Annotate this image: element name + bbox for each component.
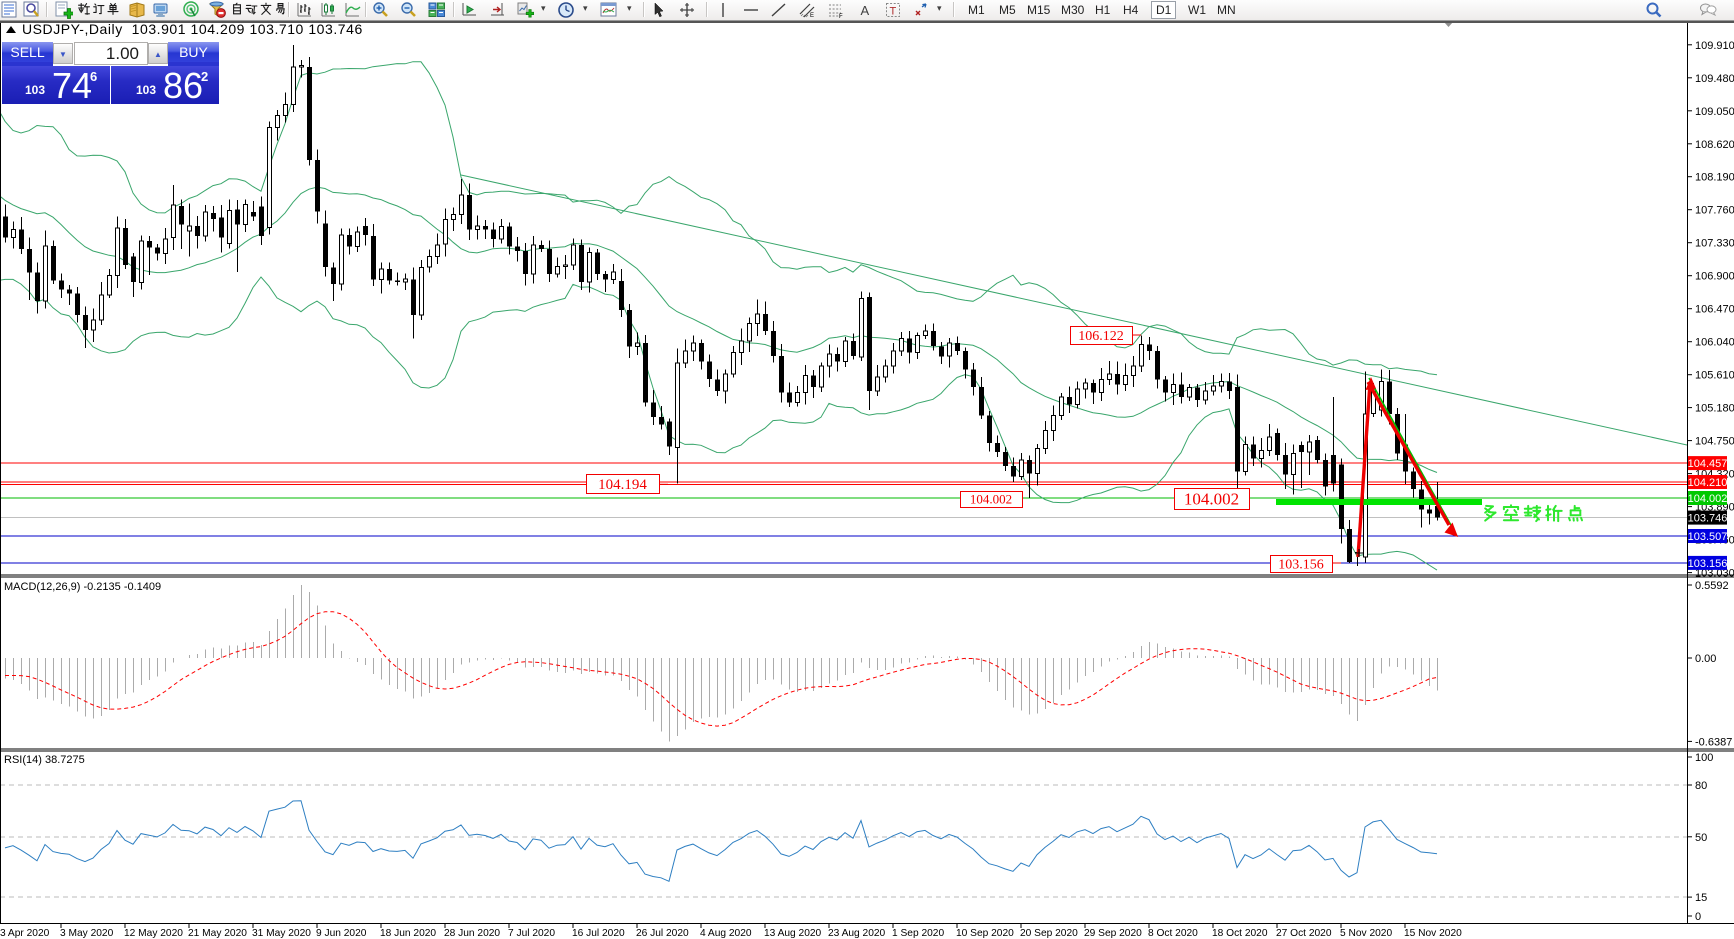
svg-text:109.480: 109.480	[1695, 73, 1734, 85]
svg-text:105.180: 105.180	[1695, 403, 1734, 415]
svg-text:3 May 2020: 3 May 2020	[60, 928, 114, 939]
svg-text:104.002: 104.002	[1184, 490, 1239, 509]
svg-text:26 Jul 2020: 26 Jul 2020	[636, 928, 689, 939]
svg-text:15: 15	[1695, 892, 1707, 904]
svg-text:9 Jun 2020: 9 Jun 2020	[316, 928, 367, 939]
svg-text:108.620: 108.620	[1695, 139, 1734, 151]
svg-text:USDJPY-,Daily 103.901 104.209: USDJPY-,Daily 103.901 104.209 103.710 10…	[22, 21, 363, 37]
svg-text:109.910: 109.910	[1695, 40, 1734, 52]
svg-text:104.002: 104.002	[1688, 493, 1728, 505]
svg-text:0: 0	[1695, 911, 1701, 923]
svg-text:23 Aug 2020: 23 Aug 2020	[828, 928, 886, 939]
svg-text:107.330: 107.330	[1695, 238, 1734, 250]
svg-text:MACD(12,26,9) -0.2135 -0.1409: MACD(12,26,9) -0.2135 -0.1409	[4, 581, 161, 593]
svg-text:31 May 2020: 31 May 2020	[252, 928, 311, 939]
svg-text:103.507: 103.507	[1688, 531, 1728, 543]
svg-text:104.457: 104.457	[1688, 458, 1728, 470]
svg-text:104.210: 104.210	[1688, 477, 1728, 489]
svg-text:RSI(14) 38.7275: RSI(14) 38.7275	[4, 754, 85, 766]
svg-text:0.00: 0.00	[1695, 653, 1716, 665]
svg-text:104.194: 104.194	[598, 477, 647, 493]
svg-text:29 Sep 2020: 29 Sep 2020	[1084, 928, 1142, 939]
svg-text:103.746: 103.746	[1688, 513, 1728, 525]
svg-text:104.750: 104.750	[1695, 436, 1734, 448]
svg-text:5 Nov 2020: 5 Nov 2020	[1340, 928, 1392, 939]
svg-text:106.040: 106.040	[1695, 337, 1734, 349]
svg-text:0.5592: 0.5592	[1695, 580, 1729, 592]
svg-text:8 Oct 2020: 8 Oct 2020	[1148, 928, 1198, 939]
svg-text:103.156: 103.156	[1688, 558, 1728, 570]
svg-text:100: 100	[1695, 752, 1713, 764]
svg-text:-0.6387: -0.6387	[1695, 736, 1732, 748]
svg-text:18 Oct 2020: 18 Oct 2020	[1212, 928, 1268, 939]
svg-text:1 Sep 2020: 1 Sep 2020	[892, 928, 944, 939]
svg-text:18 Jun 2020: 18 Jun 2020	[380, 928, 436, 939]
svg-text:103.890: 103.890	[1695, 502, 1734, 514]
svg-text:21 May 2020: 21 May 2020	[188, 928, 247, 939]
svg-text:50: 50	[1695, 832, 1707, 844]
svg-text:3 Apr 2020: 3 Apr 2020	[0, 928, 50, 939]
svg-text:A: A	[861, 3, 870, 18]
svg-text:109.050: 109.050	[1695, 106, 1734, 118]
svg-text:E: E	[810, 13, 814, 19]
svg-text:80: 80	[1695, 780, 1707, 792]
svg-text:13 Aug 2020: 13 Aug 2020	[764, 928, 822, 939]
svg-text:16 Jul 2020: 16 Jul 2020	[572, 928, 625, 939]
svg-text:107.760: 107.760	[1695, 205, 1734, 217]
svg-text:27 Oct 2020: 27 Oct 2020	[1276, 928, 1332, 939]
svg-text:106.470: 106.470	[1695, 304, 1734, 316]
svg-text:104.002: 104.002	[970, 492, 1012, 507]
svg-text:T: T	[890, 6, 897, 18]
svg-text:103.030: 103.030	[1695, 568, 1734, 580]
svg-text:F: F	[839, 14, 843, 19]
svg-text:105.610: 105.610	[1695, 370, 1734, 382]
svg-text:7 Jul 2020: 7 Jul 2020	[508, 928, 555, 939]
svg-text:10 Sep 2020: 10 Sep 2020	[956, 928, 1014, 939]
svg-text:20 Sep 2020: 20 Sep 2020	[1020, 928, 1078, 939]
svg-text:106.122: 106.122	[1078, 329, 1124, 344]
svg-text:106.900: 106.900	[1695, 271, 1734, 283]
svg-text:4 Aug 2020: 4 Aug 2020	[700, 928, 752, 939]
svg-text:12 May 2020: 12 May 2020	[124, 928, 183, 939]
svg-text:103.156: 103.156	[1278, 558, 1324, 573]
svg-text:15 Nov 2020: 15 Nov 2020	[1404, 928, 1462, 939]
svg-text:28 Jun 2020: 28 Jun 2020	[444, 928, 500, 939]
svg-text:108.190: 108.190	[1695, 172, 1734, 184]
